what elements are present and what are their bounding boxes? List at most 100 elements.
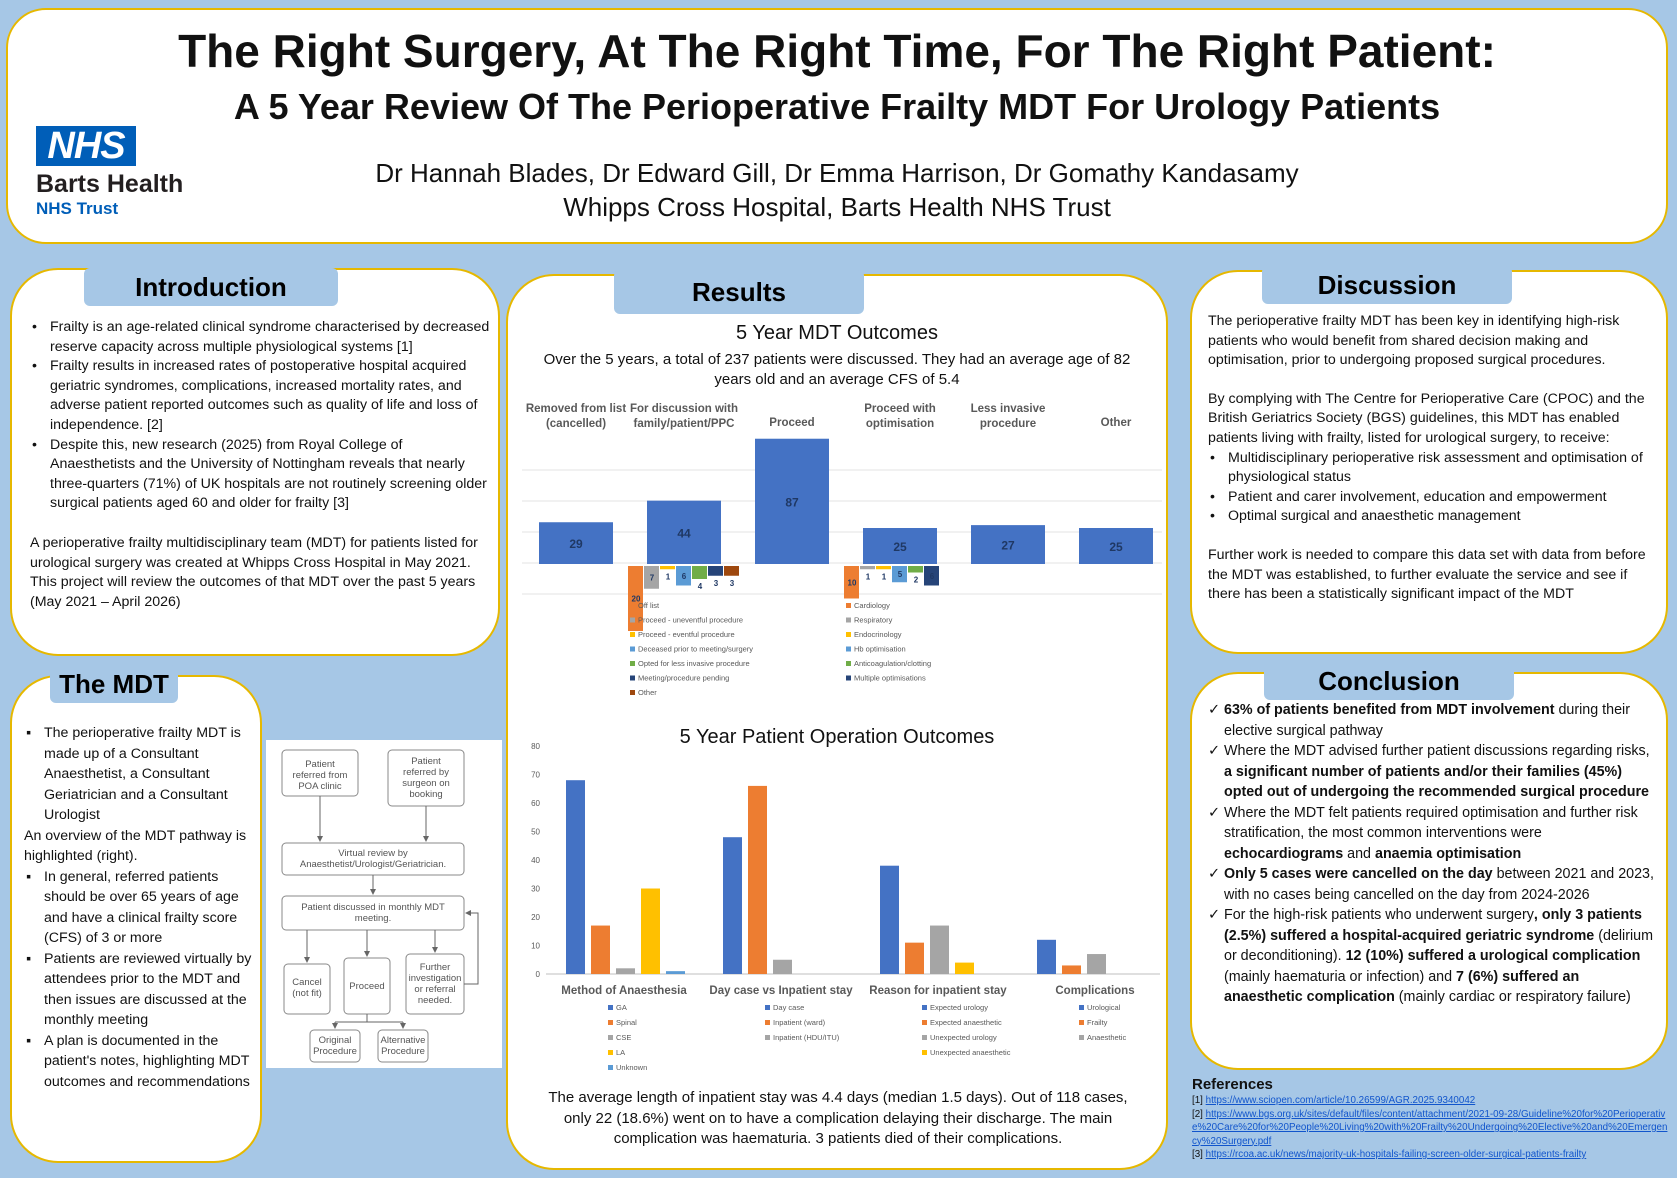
- nhs-logo-trust: NHS Trust: [36, 199, 119, 218]
- breakdown-bar: [660, 566, 675, 570]
- list-item: Frailty results in increased rates of po…: [30, 357, 490, 435]
- legend-entry: Spinal: [616, 1018, 637, 1027]
- legend-swatch: [846, 646, 851, 652]
- list-item: The perioperative frailty MDT is made up…: [24, 723, 259, 826]
- breakdown-bar-label: 6: [930, 572, 935, 581]
- category-label: Removed from list: [526, 403, 626, 415]
- conclusion-list: 63% of patients benefited from MDT invol…: [1208, 700, 1660, 1008]
- operation-bar: [905, 942, 924, 974]
- breakdown-bar-label: 1: [882, 572, 887, 581]
- mdt-overview: An overview of the MDT pathway is highli…: [24, 827, 247, 865]
- operation-bar: [773, 959, 792, 974]
- reference-item: [3] https://rcoa.ac.uk/news/majority-uk-…: [1192, 1148, 1668, 1162]
- list-item: In general, referred patients should be …: [24, 867, 259, 949]
- affiliation: Whipps Cross Hospital, Barts Health NHS …: [563, 192, 1111, 222]
- operation-bar: [930, 925, 949, 974]
- legend-entry: Meeting/procedure pending: [638, 674, 729, 683]
- legend-swatch: [846, 661, 851, 666]
- operation-bar: [616, 968, 635, 974]
- legend-entry: Endocrinology: [854, 630, 902, 639]
- conclusion-highlight: echocardiograms: [1224, 845, 1344, 862]
- legend-entry: Frailty: [1087, 1018, 1108, 1027]
- legend-entry: Proceed - uneventful procedure: [638, 616, 743, 625]
- conclusion-highlight: a significant number of patients and/or …: [1224, 763, 1649, 801]
- legend-swatch: [922, 1050, 927, 1055]
- legend-swatch: [608, 1035, 613, 1040]
- breakdown-bar: [876, 566, 891, 570]
- category-label: optimisation: [866, 418, 934, 430]
- discussion-heading: Discussion: [1262, 266, 1512, 304]
- flow-box-virtual-review: Virtual review by Anaesthetist/Urologist/…: [300, 848, 446, 870]
- conclusion-text: Where the MDT advised further patient di…: [1224, 743, 1650, 759]
- legend-swatch: [922, 1035, 927, 1040]
- breakdown-bar-label: 2: [914, 576, 919, 585]
- operation-bar: [880, 865, 899, 974]
- outcome-bar-label: 29: [569, 537, 583, 551]
- legend-swatch: [608, 1050, 613, 1055]
- mdt-list: The perioperative frailty MDT is made up…: [24, 723, 259, 826]
- breakdown-bar: [908, 566, 923, 573]
- discussion-list: Multidisciplinary perioperative risk ass…: [1208, 449, 1660, 527]
- legend-swatch: [630, 661, 635, 666]
- legend-swatch: [846, 675, 851, 681]
- outcome-bar: [1079, 528, 1153, 564]
- authors: Dr Hannah Blades, Dr Edward Gill, Dr Emm…: [375, 158, 1299, 188]
- list-item: Multidisciplinary perioperative risk ass…: [1208, 449, 1660, 488]
- legend-swatch: [630, 632, 635, 637]
- list-item: Frailty is an age-related clinical syndr…: [30, 318, 490, 357]
- breakdown-bar: [860, 566, 875, 570]
- y-tick-label: 70: [531, 771, 540, 780]
- reference-link[interactable]: https://www.bgs.org.uk/sites/default/fil…: [1192, 1108, 1668, 1147]
- breakdown-bar: [724, 566, 739, 576]
- results-summary: The average length of inpatient stay was…: [548, 1089, 1128, 1147]
- category-label: Other: [1101, 417, 1132, 429]
- reference-number: [1]: [1192, 1095, 1203, 1106]
- legend-swatch: [1079, 1035, 1084, 1040]
- results-panel: [506, 274, 1168, 1170]
- chart1-title: 5 Year MDT Outcomes: [736, 322, 938, 344]
- conclusion-heading: Conclusion: [1264, 662, 1514, 700]
- legend-entry: Hb optimisation: [854, 645, 906, 654]
- legend-entry: Unexpected anaesthetic: [930, 1048, 1011, 1057]
- list-item: 63% of patients benefited from MDT invol…: [1208, 700, 1660, 741]
- reference-link[interactable]: https://www.sciopen.com/article/10.26599…: [1205, 1095, 1476, 1106]
- reference-item: [2] https://www.bgs.org.uk/sites/default…: [1192, 1108, 1668, 1149]
- legend-entry: Opted for less invasive procedure: [638, 659, 750, 668]
- list-item: A plan is documented in the patient's no…: [24, 1031, 259, 1093]
- legend-swatch: [608, 1005, 613, 1010]
- breakdown-bar: [644, 566, 659, 589]
- flow-box-mdt-meeting: Patient discussed in monthly MDT meeting.: [301, 902, 445, 924]
- y-tick-label: 0: [536, 970, 541, 979]
- reference-item: [1] https://www.sciopen.com/article/10.2…: [1192, 1094, 1668, 1108]
- breakdown-bar-label: 1: [666, 572, 671, 581]
- legend-entry: Inpatient (ward): [773, 1018, 826, 1027]
- outcome-bar-label: 27: [1001, 539, 1015, 553]
- conclusion-highlight: , only 3 patients (2.5%) suffered a hosp…: [1224, 907, 1642, 944]
- breakdown-bar-label: 1: [866, 572, 871, 581]
- list-item: Where the MDT advised further patient di…: [1208, 741, 1660, 803]
- references: References [1] https://www.sciopen.com/a…: [1192, 1076, 1668, 1162]
- nhs-logo: NHS Barts Health NHS Trust: [36, 126, 216, 219]
- flow-box-proceed: Proceed: [349, 981, 384, 992]
- y-tick-label: 30: [531, 885, 540, 894]
- breakdown-bar-label: 5: [898, 570, 903, 579]
- legend-entry: Proceed - eventful procedure: [638, 630, 735, 639]
- breakdown-bar: [844, 566, 859, 599]
- legend-swatch: [922, 1005, 927, 1010]
- nhs-logo-org: Barts Health: [36, 170, 184, 198]
- results-heading: Results: [614, 270, 864, 314]
- conclusion-highlight: 7 (6%) suffered an anaesthetic complicat…: [1224, 968, 1580, 1006]
- group-label: Day case vs Inpatient stay: [709, 985, 853, 997]
- legend-entry: Anticoagulation/clotting: [854, 659, 931, 668]
- reference-link[interactable]: https://rcoa.ac.uk/news/majority-uk-hosp…: [1205, 1149, 1587, 1160]
- operation-bar: [641, 888, 660, 974]
- conclusion-highlight: Only 5 cases were cancelled on the day: [1224, 866, 1493, 882]
- category-label: For discussion with: [630, 403, 738, 415]
- legend-swatch: [765, 1005, 770, 1010]
- poster-subtitle: A 5 Year Review Of The Perioperative Fra…: [233, 86, 1441, 127]
- outcome-bar-label: 87: [785, 495, 799, 509]
- legend-entry: CSE: [616, 1033, 631, 1042]
- legend-swatch: [1079, 1005, 1084, 1010]
- list-item: Patient and carer involvement, education…: [1208, 488, 1660, 508]
- conclusion-text: and: [1343, 845, 1375, 862]
